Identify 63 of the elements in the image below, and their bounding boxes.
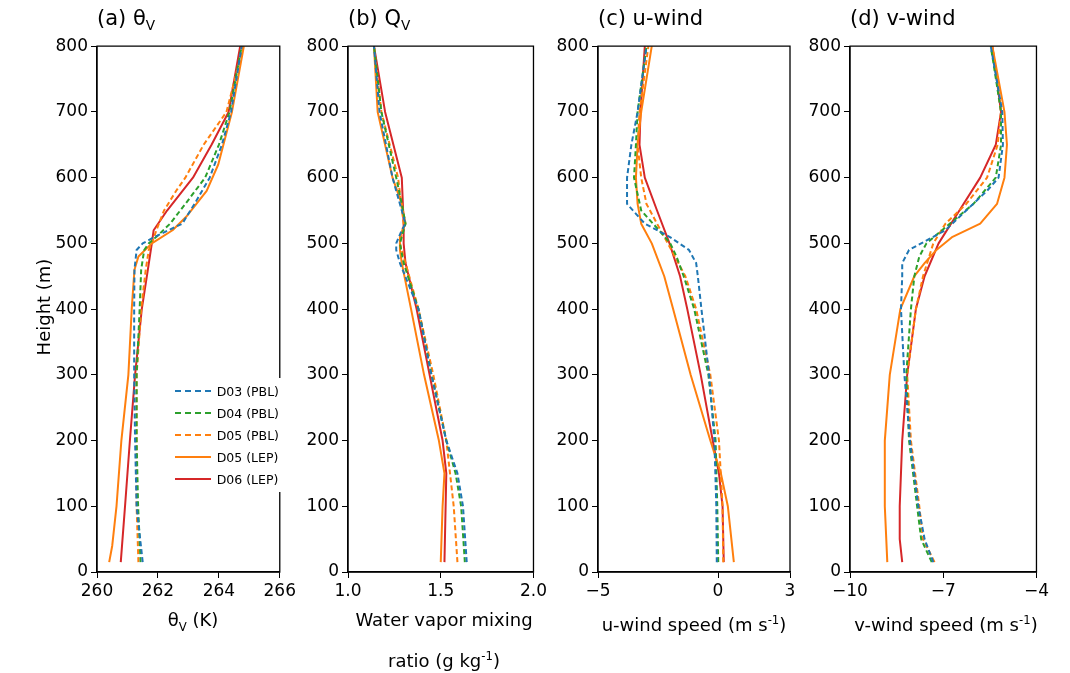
y-tick-label: 400: [808, 297, 841, 318]
x-tick-label: 1.5: [427, 579, 455, 600]
x-tick-label: −10: [832, 579, 868, 600]
y-tick-label: 0: [77, 560, 88, 581]
y-tick-label: 0: [578, 560, 589, 581]
y-tick-label: 800: [556, 34, 589, 55]
y-tick-label: 600: [556, 166, 589, 187]
x-axis-title: v-wind speed (m s$^{-1}$): [853, 612, 1039, 637]
x-tick-label: 262: [141, 579, 175, 600]
y-tick-label: 200: [306, 428, 339, 449]
legend-label: D04 (PBL): [216, 405, 279, 421]
x-tick-label: 266: [263, 579, 296, 600]
y-tick-label: 600: [808, 166, 841, 187]
y-tick-label: 800: [808, 34, 841, 55]
y-tick-label: 500: [306, 231, 339, 252]
y-tick-label: 200: [808, 428, 841, 449]
y-tick-label: 700: [55, 100, 88, 121]
x-axis-title: Water vapor mixing ratio (g kg$^{-1}$): [354, 608, 534, 673]
y-tick-label: 600: [55, 166, 88, 187]
chart-title: (c) u-wind: [598, 6, 704, 30]
chart-title: (a) θ$_{V}$: [97, 6, 156, 34]
y-tick-label: 100: [556, 494, 589, 515]
y-tick-label: 200: [556, 428, 589, 449]
legend-label: D06 (LEP): [216, 471, 279, 487]
y-tick-label: 300: [808, 363, 841, 384]
x-tick-label: 264: [202, 579, 236, 600]
x-tick-label: −7: [930, 579, 956, 600]
x-tick-label: 260: [80, 579, 114, 600]
y-tick-label: 300: [556, 363, 589, 384]
y-tick-label: 300: [306, 363, 339, 384]
y-tick-label: 500: [556, 231, 589, 252]
y-tick-label: 800: [55, 34, 88, 55]
y-tick-label: 500: [808, 231, 841, 252]
legend-label: D05 (PBL): [216, 427, 279, 443]
legend-label: D03 (PBL): [216, 383, 279, 399]
legend-label: D05 (LEP): [216, 449, 279, 465]
y-tick-label: 400: [306, 297, 339, 318]
x-tick-label: 3: [784, 579, 796, 600]
y-tick-label: 800: [306, 34, 339, 55]
x-axis-title: θ$_{V}$ (K): [166, 608, 220, 636]
y-tick-label: 100: [306, 494, 339, 515]
y-tick-label: 700: [808, 100, 841, 121]
y-tick-label: 0: [830, 560, 841, 581]
y-tick-label: 200: [55, 428, 88, 449]
y-tick-label: 0: [328, 560, 339, 581]
x-axis-title: u-wind speed (m s$^{-1}$): [600, 612, 788, 637]
x-tick-label: 0: [712, 579, 724, 600]
y-tick-label: 500: [55, 231, 88, 252]
y-tick-label: 400: [556, 297, 589, 318]
y-tick-label: 600: [306, 166, 339, 187]
x-tick-label: −5: [585, 579, 611, 600]
chart-title: (b) Q$_{V}$: [348, 6, 411, 34]
y-tick-label: 100: [808, 494, 841, 515]
y-axis-title: Height (m): [32, 258, 54, 356]
y-tick-label: 700: [556, 100, 589, 121]
y-tick-label: 300: [55, 363, 88, 384]
x-tick-label: 2.0: [519, 579, 548, 600]
y-tick-label: 400: [55, 297, 88, 318]
y-tick-label: 100: [55, 494, 88, 515]
x-tick-label: −4: [1023, 579, 1049, 600]
chart-title: (d) v-wind: [850, 6, 956, 30]
y-tick-label: 700: [306, 100, 339, 121]
x-tick-label: 1.0: [334, 579, 362, 600]
